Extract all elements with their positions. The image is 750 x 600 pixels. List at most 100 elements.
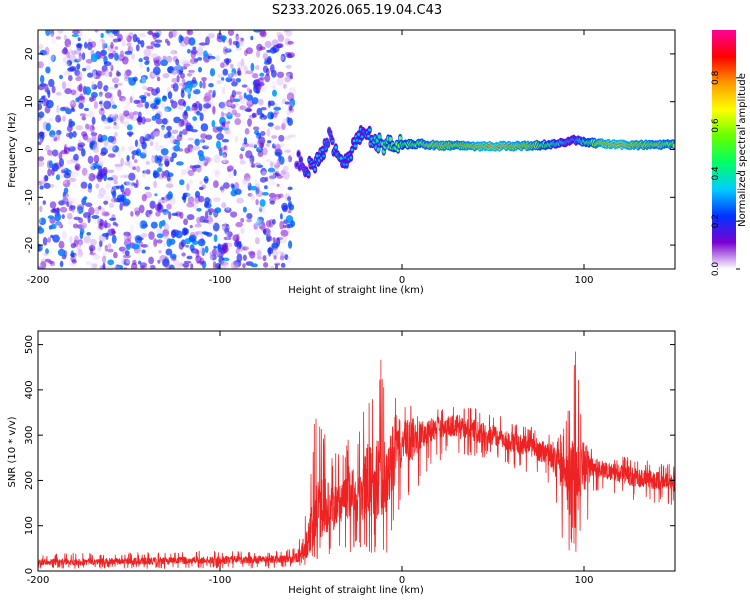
heatmap-noise-cell [175,58,180,66]
heatmap-noise-cell [112,50,117,55]
heatmap-noise-cell [74,49,82,55]
heatmap-noise-cell [166,183,174,189]
heatmap-noise-cell [68,131,74,139]
heatmap-noise-cell [38,111,45,118]
heatmap-noise-cell [171,71,177,75]
heatmap-noise-cell [99,219,105,226]
heatmap-noise-cell [227,231,233,238]
heatmap-noise-cell [231,109,237,116]
heatmap-noise-cell [172,62,181,71]
heatmap-noise-cell [276,77,284,86]
heatmap-noise-cell [103,118,109,125]
heatmap-noise-cell [89,252,96,256]
heatmap-noise-cell [62,179,71,188]
heatmap-noise-cell [206,255,213,262]
heatmap-noise-cell [271,80,277,89]
heatmap-noise-cell [155,32,160,39]
heatmap-noise-cell [76,43,83,48]
heatmap-noise-cell [254,237,260,245]
heatmap-noise-cell [259,114,268,120]
y-tick-label: 20 [24,48,35,61]
heatmap-noise-cell [236,253,243,263]
heatmap-noise-cell [51,85,56,94]
heatmap-noise-cell [227,231,233,237]
heatmap-noise-cell [247,118,252,127]
heatmap-noise-cell [149,264,156,269]
heatmap-noise-cell [46,160,51,169]
heatmap-noise-cell [90,41,97,48]
heatmap-noise-cell [213,168,221,175]
heatmap-noise-cell [154,39,163,43]
heatmap-noise-cell [100,51,106,59]
heatmap-noise-cell [216,173,220,181]
heatmap-noise-cell [139,152,147,159]
heatmap-noise-cell [240,217,245,223]
heatmap-noise-cell [104,69,110,77]
heatmap-noise-cell [84,86,92,96]
heatmap-noise-cell [111,234,117,244]
heatmap-noise-cell [142,149,148,155]
heatmap-noise-cell [247,192,253,197]
heatmap-noise-cell [173,116,181,124]
heatmap-noise-cell [131,243,140,250]
heatmap-noise-cell [72,131,77,138]
heatmap-noise-cell [187,137,194,141]
heatmap-noise-cell [230,211,238,218]
heatmap-noise-cell [148,256,155,265]
heatmap-noise-cell [250,193,256,197]
heatmap-noise-cell [283,165,289,172]
heatmap-noise-cell [73,153,79,161]
heatmap-noise-cell [192,130,200,138]
heatmap-noise-cell [169,135,176,144]
y-tick-label: 200 [24,471,35,490]
heatmap-signal-core [367,134,370,138]
heatmap-noise-cell [235,33,239,41]
heatmap-noise-cell [192,145,201,151]
heatmap-noise-cell [55,114,61,123]
heatmap-noise-cell [284,149,291,153]
heatmap-noise-cell [235,47,242,51]
heatmap-noise-cell [255,221,260,226]
heatmap-noise-cell [183,260,192,264]
heatmap-noise-cell [212,106,216,115]
heatmap-noise-cell [91,84,98,90]
heatmap-noise-cell [194,176,201,181]
heatmap-noise-cell [67,44,71,51]
heatmap-noise-cell [61,49,66,54]
heatmap-noise-cell [94,140,100,150]
heatmap-noise-cell [189,225,193,229]
heatmap-noise-cell [87,125,96,131]
heatmap-noise-cell [275,197,280,203]
heatmap-noise-cell [220,101,227,110]
heatmap-noise-cell [51,36,56,45]
heatmap-noise-cell [157,167,162,173]
heatmap-noise-cell [279,213,284,220]
x-tick-label: 0 [399,575,405,586]
heatmap-noise-cell [253,215,260,224]
heatmap-noise-cell [119,50,125,58]
heatmap-noise-cell [104,125,112,130]
heatmap-noise-cell [146,45,154,50]
heatmap-noise-cell [110,41,114,49]
heatmap-noise-cell [208,158,217,164]
heatmap-signal-core [354,144,357,148]
heatmap-noise-cell [103,85,109,92]
heatmap-noise-cell [258,30,267,37]
heatmap-noise-cell [103,139,109,147]
heatmap-noise-cell [88,173,96,182]
heatmap-noise-cell [204,142,210,148]
heatmap-noise-cell [230,63,234,69]
heatmap-noise-cell [287,196,292,202]
heatmap-noise-cell [43,252,49,257]
heatmap-signal-core [299,158,303,162]
heatmap-noise-cell [235,78,241,83]
heatmap-noise-cell [110,64,114,72]
heatmap-noise-cell [280,169,286,175]
heatmap-noise-cell [285,223,291,229]
heatmap-noise-cell [258,221,266,230]
heatmap-noise-cell [246,106,252,113]
heatmap-noise-cell [220,111,225,118]
heatmap-noise-cell [100,32,104,39]
heatmap-noise-cell [254,228,259,235]
heatmap-noise-cell [74,254,82,261]
